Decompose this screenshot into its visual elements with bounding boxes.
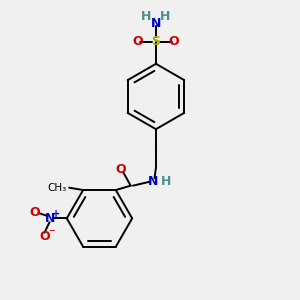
Text: +: +	[52, 209, 60, 219]
Text: O: O	[115, 163, 126, 176]
Text: N: N	[151, 16, 161, 30]
Text: O: O	[169, 35, 179, 48]
Text: H: H	[141, 10, 152, 23]
Text: CH₃: CH₃	[47, 183, 67, 193]
Text: H: H	[160, 10, 171, 23]
Text: O: O	[133, 35, 143, 48]
Text: ⁻: ⁻	[48, 227, 54, 240]
Text: N: N	[148, 175, 158, 188]
Text: O: O	[29, 206, 40, 219]
Text: O: O	[39, 230, 50, 243]
Text: N: N	[45, 212, 56, 225]
Text: S: S	[152, 35, 160, 48]
Text: H: H	[161, 175, 172, 188]
